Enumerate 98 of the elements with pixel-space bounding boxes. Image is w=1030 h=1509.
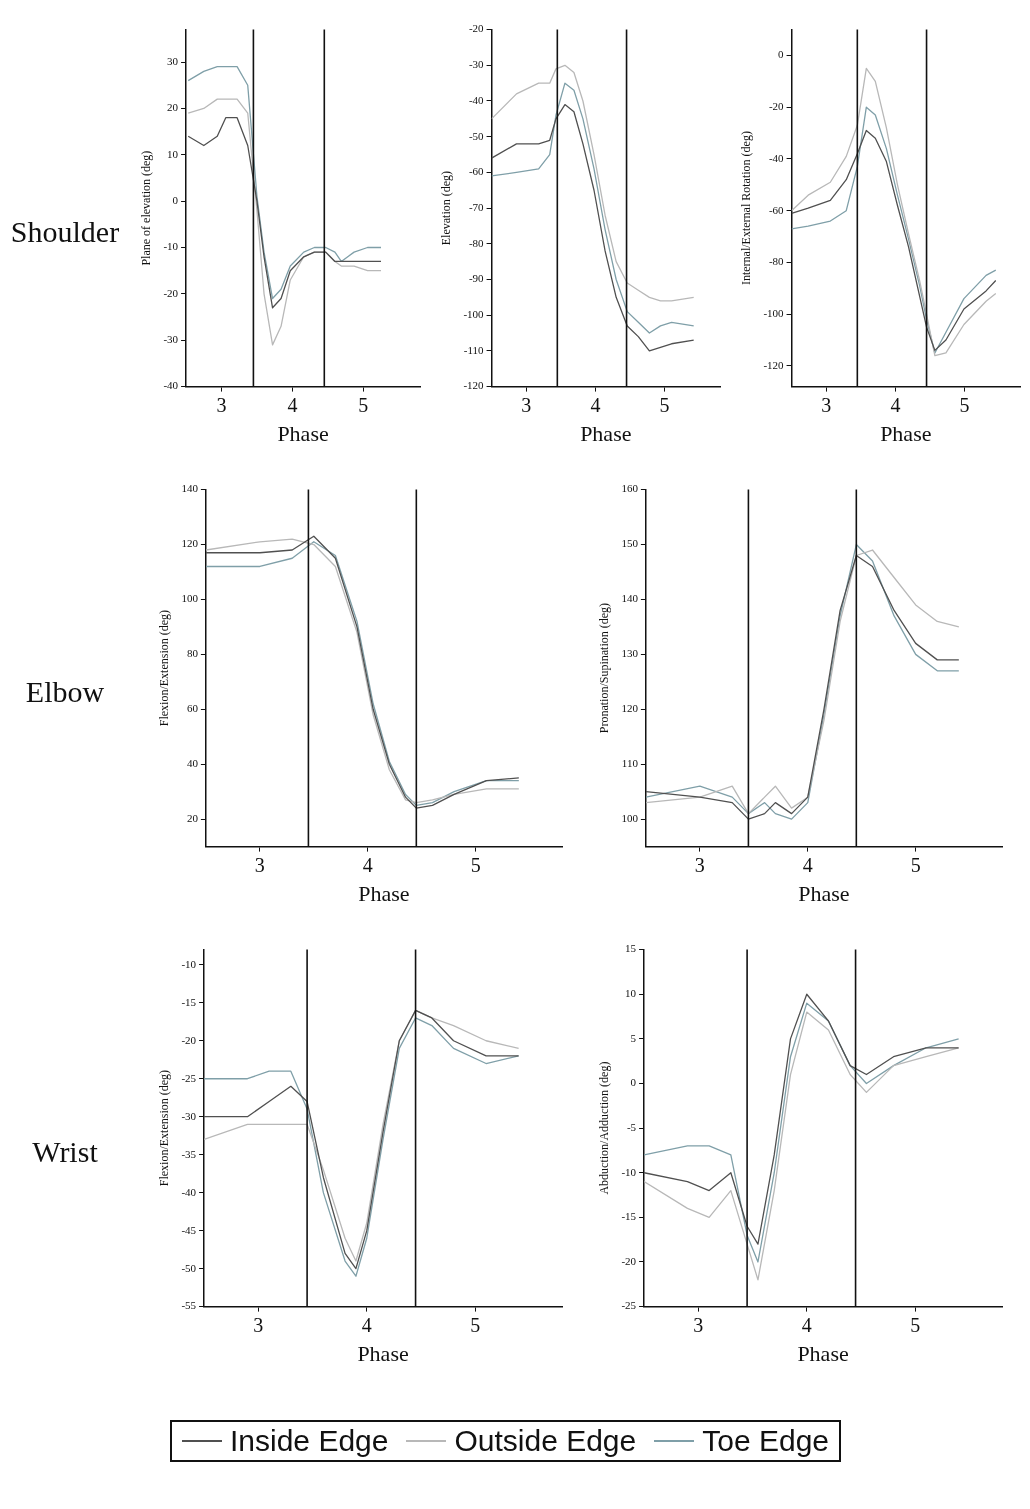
y-tick-label: 140 xyxy=(181,482,199,495)
x-tick-label: 3 xyxy=(521,393,532,416)
y-tick-label: -10 xyxy=(621,1165,637,1178)
y-tick-label: -40 xyxy=(468,93,485,106)
x-axis-title: Phase xyxy=(797,1340,849,1366)
y-axis-title: Pronation/Supination (deg) xyxy=(597,602,612,734)
y-tick-label: -100 xyxy=(763,307,785,320)
x-tick-label: 4 xyxy=(801,1313,812,1336)
x-axis-title: Phase xyxy=(358,880,410,906)
x-tick-label: 5 xyxy=(659,393,670,416)
x-tick-label: 3 xyxy=(694,853,705,876)
y-tick-label: -70 xyxy=(468,200,485,213)
y-tick-label: -20 xyxy=(163,286,179,299)
y-tick-label: -20 xyxy=(468,22,485,35)
y-tick-label: 120 xyxy=(621,702,639,715)
x-tick-label: 5 xyxy=(358,393,369,416)
y-tick-label: -20 xyxy=(768,100,785,113)
y-tick-label: 0 xyxy=(778,48,785,61)
y-tick-label: 100 xyxy=(181,592,199,605)
y-tick-label: 120 xyxy=(181,537,199,550)
y-axis-title: Abduction/Adduction (deg) xyxy=(597,1061,612,1195)
x-axis-title: Phase xyxy=(277,420,329,446)
y-tick-label: 80 xyxy=(186,647,199,660)
y-axis-title: Internal/External Rotation (deg) xyxy=(739,131,754,286)
y-tick-label: 0 xyxy=(630,1076,637,1089)
y-tick-label: -25 xyxy=(181,1071,197,1084)
y-tick-label: -45 xyxy=(181,1223,197,1236)
y-tick-label: 160 xyxy=(621,482,639,495)
y-tick-label: 150 xyxy=(621,537,639,550)
text: Elbow xyxy=(24,675,106,709)
x-axis-title: Phase xyxy=(357,1340,409,1366)
y-tick-label: -40 xyxy=(768,151,785,164)
y-axis-title: Flexion/Extension (deg) xyxy=(157,609,172,727)
y-tick-label: -20 xyxy=(181,1033,197,1046)
y-axis-title: Plane of elevation (deg) xyxy=(139,150,154,266)
x-tick-label: 4 xyxy=(362,853,373,876)
y-tick-label: 140 xyxy=(621,592,639,605)
y-tick-label: -110 xyxy=(463,343,485,356)
text: Wrist xyxy=(31,1135,99,1169)
x-tick-label: 3 xyxy=(821,393,832,416)
y-tick-label: -50 xyxy=(181,1261,197,1274)
y-tick-label: 5 xyxy=(630,1031,637,1044)
y-tick-label: -20 xyxy=(621,1254,637,1267)
y-tick-label: -50 xyxy=(468,129,485,142)
y-tick-label: -100 xyxy=(463,308,485,321)
x-tick-label: 5 xyxy=(910,853,921,876)
y-tick-label: -40 xyxy=(163,379,179,392)
y-tick-label: -30 xyxy=(468,58,485,71)
y-axis-title: Flexion/Extension (deg) xyxy=(157,1069,172,1187)
y-tick-label: -60 xyxy=(468,165,485,178)
y-tick-label: -5 xyxy=(626,1120,637,1133)
y-tick-label: 20 xyxy=(167,101,179,114)
x-tick-label: 3 xyxy=(693,1313,704,1336)
y-tick-label: -30 xyxy=(181,1109,197,1122)
legend-label: Toe Edge xyxy=(702,1424,830,1458)
y-tick-label: -120 xyxy=(463,379,485,392)
x-tick-label: 4 xyxy=(890,393,901,416)
y-axis-title: Elevation (deg) xyxy=(439,170,454,246)
y-tick-label: -30 xyxy=(163,333,179,346)
y-tick-label: -40 xyxy=(181,1185,197,1198)
y-tick-label: 20 xyxy=(186,812,199,825)
text: Shoulder xyxy=(9,215,121,249)
x-tick-label: 3 xyxy=(254,853,265,876)
x-axis-title: Phase xyxy=(798,880,850,906)
y-tick-label: -90 xyxy=(468,272,485,285)
y-tick-label: -55 xyxy=(181,1299,197,1312)
y-tick-label: -15 xyxy=(621,1210,637,1223)
y-tick-label: 30 xyxy=(167,54,179,67)
y-tick-label: 40 xyxy=(186,757,199,770)
y-tick-label: -120 xyxy=(763,358,785,371)
y-tick-label: -60 xyxy=(768,203,785,216)
x-tick-label: 5 xyxy=(910,1313,921,1336)
y-tick-label: -35 xyxy=(181,1147,197,1160)
x-axis-title: Phase xyxy=(580,420,632,446)
y-tick-label: -10 xyxy=(163,240,179,253)
legend-label: Inside Edge xyxy=(230,1424,389,1458)
x-tick-label: 5 xyxy=(959,393,970,416)
y-tick-label: 60 xyxy=(186,702,199,715)
legend-label: Outside Edge xyxy=(454,1424,637,1458)
y-tick-label: 15 xyxy=(625,942,637,955)
y-tick-label: -10 xyxy=(181,957,197,970)
x-axis-title: Phase xyxy=(880,420,932,446)
y-tick-label: 0 xyxy=(172,194,179,207)
y-tick-label: -25 xyxy=(621,1299,637,1312)
y-tick-label: 110 xyxy=(621,757,639,770)
y-tick-label: -15 xyxy=(181,995,197,1008)
x-tick-label: 4 xyxy=(590,393,601,416)
y-tick-label: -80 xyxy=(468,236,485,249)
y-tick-label: 100 xyxy=(621,812,639,825)
x-tick-label: 4 xyxy=(361,1313,372,1336)
y-tick-label: 130 xyxy=(621,647,639,660)
x-tick-label: 3 xyxy=(216,393,227,416)
x-tick-label: 4 xyxy=(802,853,813,876)
x-tick-label: 3 xyxy=(253,1313,264,1336)
x-tick-label: 4 xyxy=(287,393,298,416)
y-tick-label: -80 xyxy=(768,255,785,268)
y-tick-label: 10 xyxy=(625,987,637,1000)
y-tick-label: 10 xyxy=(167,147,179,160)
